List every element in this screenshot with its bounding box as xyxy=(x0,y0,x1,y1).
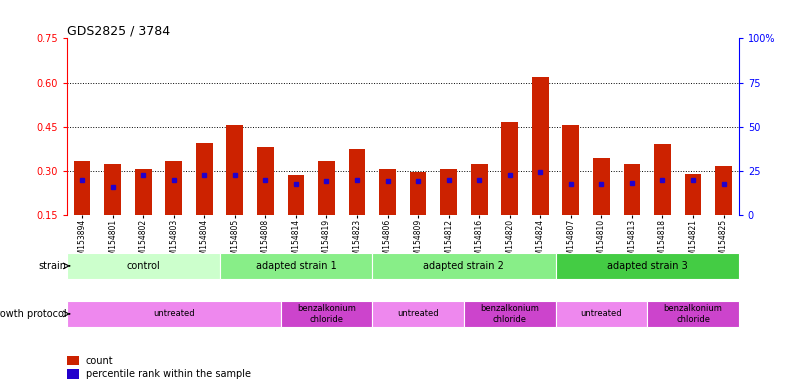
Bar xyxy=(532,77,549,215)
Bar xyxy=(67,356,79,366)
Bar xyxy=(288,175,304,215)
Text: adapted strain 3: adapted strain 3 xyxy=(607,261,688,271)
Bar xyxy=(556,301,647,327)
Text: GDS2825 / 3784: GDS2825 / 3784 xyxy=(67,24,170,37)
Bar xyxy=(464,301,556,327)
Bar xyxy=(593,158,610,215)
Bar xyxy=(556,253,739,279)
Bar xyxy=(647,301,739,327)
Bar xyxy=(219,253,373,279)
Bar xyxy=(373,301,464,327)
Bar xyxy=(67,301,281,327)
Bar xyxy=(67,369,79,379)
Text: adapted strain 1: adapted strain 1 xyxy=(255,261,336,271)
Bar xyxy=(349,149,365,215)
Text: benzalkonium
chloride: benzalkonium chloride xyxy=(663,304,722,324)
Text: benzalkonium
chloride: benzalkonium chloride xyxy=(297,304,356,324)
Text: adapted strain 2: adapted strain 2 xyxy=(424,261,505,271)
Bar xyxy=(281,301,373,327)
Bar xyxy=(74,161,90,215)
Bar xyxy=(226,125,243,215)
Text: count: count xyxy=(86,356,113,366)
Bar xyxy=(654,144,671,215)
Text: control: control xyxy=(127,261,160,271)
Text: growth protocol: growth protocol xyxy=(0,309,67,319)
Bar xyxy=(501,122,518,215)
Bar xyxy=(165,161,182,215)
Bar xyxy=(257,147,274,215)
Bar xyxy=(440,169,457,215)
Bar xyxy=(318,161,335,215)
Text: untreated: untreated xyxy=(153,310,195,318)
Text: untreated: untreated xyxy=(581,310,623,318)
Bar xyxy=(67,253,219,279)
Bar xyxy=(563,125,579,215)
Bar xyxy=(379,169,396,215)
Bar xyxy=(196,143,213,215)
Bar xyxy=(471,164,487,215)
Bar xyxy=(623,164,641,215)
Text: untreated: untreated xyxy=(397,310,439,318)
Text: benzalkonium
chloride: benzalkonium chloride xyxy=(480,304,539,324)
Bar xyxy=(134,169,152,215)
Bar xyxy=(105,164,121,215)
Bar xyxy=(373,253,556,279)
Bar xyxy=(685,174,701,215)
Bar xyxy=(715,167,732,215)
Bar xyxy=(410,172,427,215)
Text: percentile rank within the sample: percentile rank within the sample xyxy=(86,369,251,379)
Text: strain: strain xyxy=(39,261,67,271)
